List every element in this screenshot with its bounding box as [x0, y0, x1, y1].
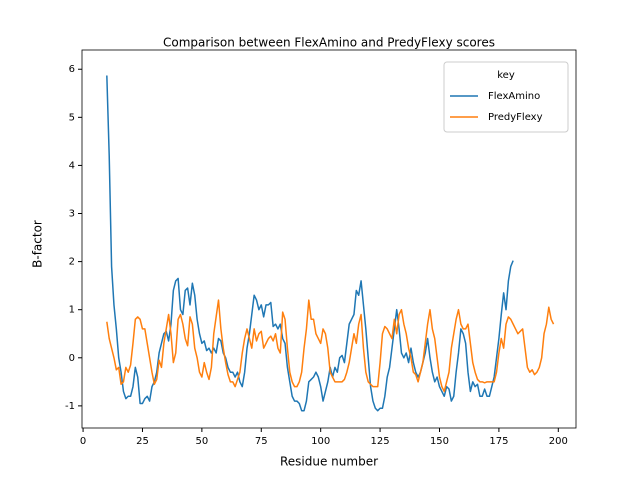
legend-title: key	[497, 70, 515, 81]
y-tick-label: 0	[69, 353, 75, 364]
axes-frame	[81, 49, 577, 429]
x-tick-label: 0	[80, 436, 86, 447]
y-tick-label: -1	[65, 401, 75, 412]
y-tick-label: 4	[69, 160, 75, 171]
legend-label: PredyFlexy	[488, 112, 543, 123]
legend-box	[443, 61, 569, 133]
y-tick-label: 2	[69, 257, 75, 268]
y-tick-label: 1	[69, 305, 75, 316]
y-tick-label: 3	[69, 209, 75, 220]
line	[106, 299, 555, 393]
x-tick-label: 175	[489, 436, 508, 447]
x-tick-label: 200	[549, 436, 568, 447]
x-tick-label: 100	[311, 436, 330, 447]
x-tick-label: 150	[430, 436, 449, 447]
y-axis-label: B-factor	[31, 220, 45, 268]
x-axis-label: Residue number	[280, 455, 378, 469]
x-tick-label: 25	[136, 436, 149, 447]
x-tick-label: 75	[255, 436, 268, 447]
x-tick-label: 50	[196, 436, 209, 447]
line	[106, 75, 514, 412]
y-tick-label: 5	[69, 112, 75, 123]
legend-label: FlexAmino	[488, 91, 540, 102]
y-tick-label: 6	[69, 64, 75, 75]
chart-title: Comparison between FlexAmino and PredyFl…	[163, 36, 495, 50]
x-tick-label: 125	[371, 436, 390, 447]
